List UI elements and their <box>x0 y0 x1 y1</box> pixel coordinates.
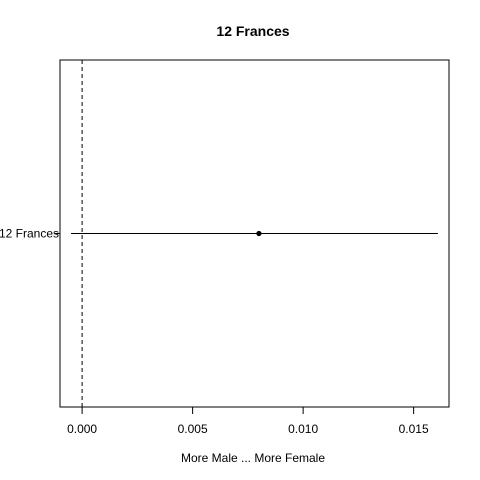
plot-marks: 12 Frances <box>0 60 438 407</box>
chart-title: 12 Frances <box>216 23 289 39</box>
x-tick-label: 0.010 <box>288 422 318 436</box>
x-axis: 0.000 0.005 0.010 0.015 <box>67 406 429 436</box>
estimate-point <box>256 230 262 237</box>
x-tick-label: 0.005 <box>178 422 208 436</box>
category-label: 12 Frances <box>0 227 59 241</box>
x-tick-label: 0.015 <box>399 422 429 436</box>
x-axis-title: More Male ... More Female <box>181 451 325 465</box>
x-tick-label: 0.000 <box>67 422 97 436</box>
